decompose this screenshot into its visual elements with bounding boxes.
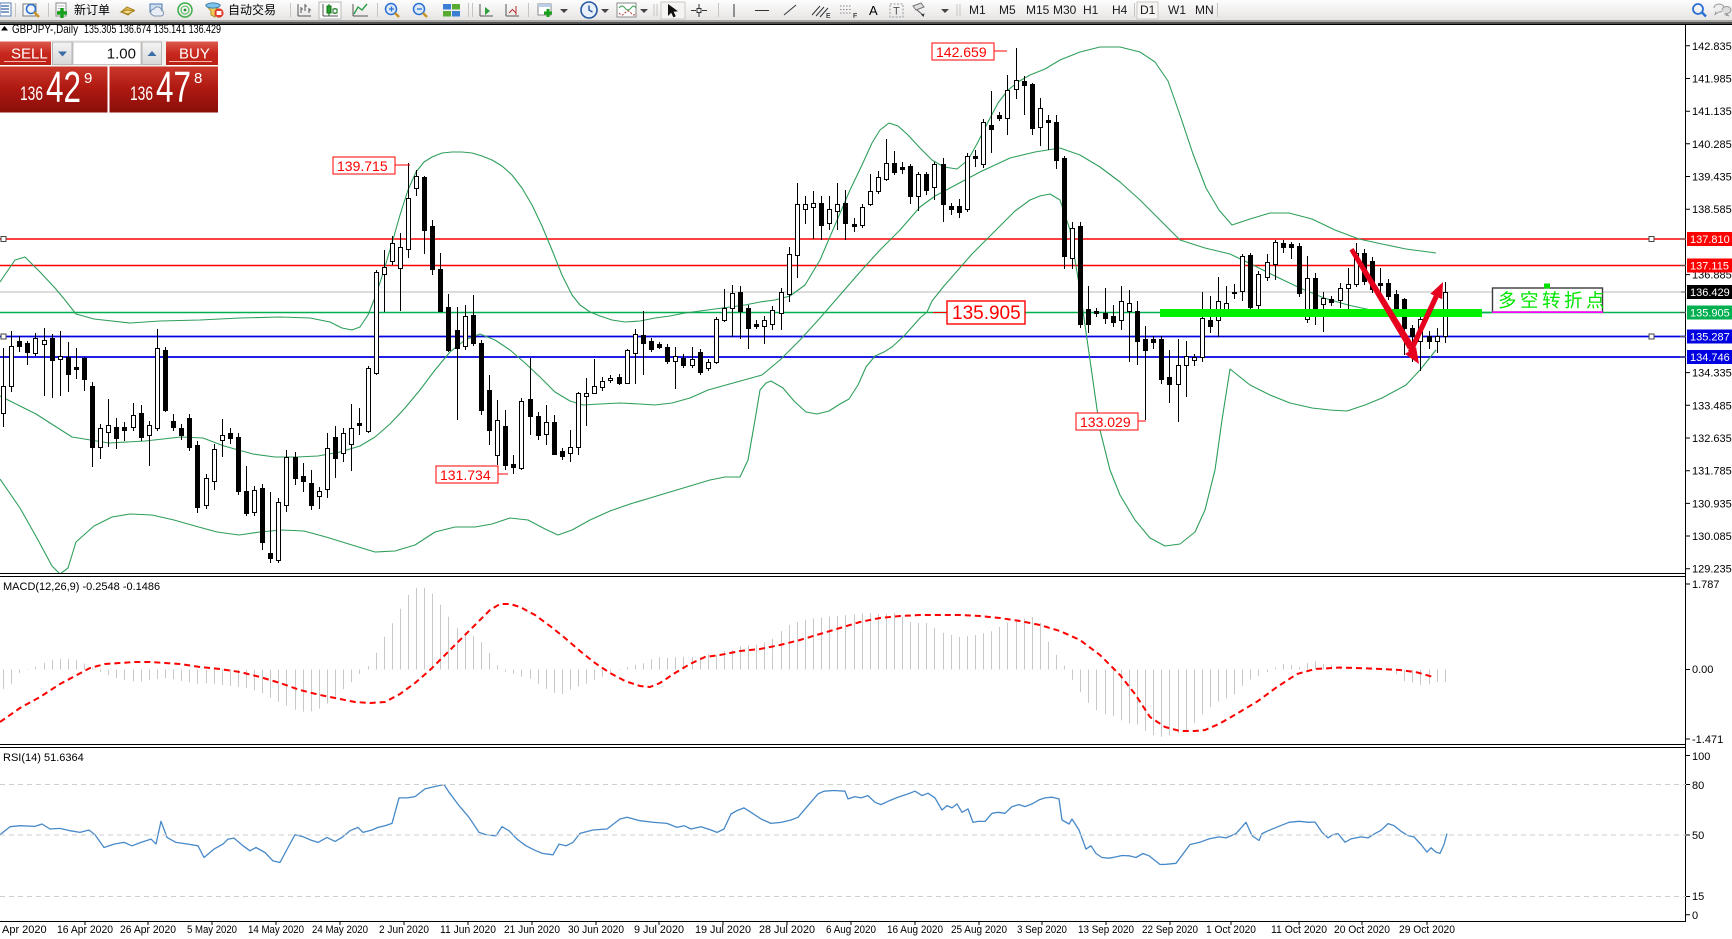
svg-text:135.905: 135.905 [1690, 308, 1730, 320]
svg-text:100: 100 [1692, 751, 1710, 763]
svg-text:80: 80 [1692, 780, 1704, 792]
svg-text:T: T [893, 6, 900, 18]
svg-text:0: 0 [1692, 910, 1698, 922]
svg-text:1 Oct 2020: 1 Oct 2020 [1206, 924, 1256, 936]
svg-text:11 Oct 2020: 11 Oct 2020 [1271, 924, 1327, 936]
svg-text:42: 42 [46, 63, 81, 112]
svg-text:22 Sep 2020: 22 Sep 2020 [1142, 924, 1198, 936]
svg-text:BUY: BUY [179, 46, 210, 63]
svg-text:GBPJPY-,Daily: GBPJPY-,Daily [12, 22, 78, 36]
svg-text:138.585: 138.585 [1692, 204, 1732, 216]
svg-text:RSI(14) 51.6364: RSI(14) 51.6364 [3, 752, 84, 764]
svg-text:21 Jun 2020: 21 Jun 2020 [504, 924, 560, 936]
svg-text:Apr 2020: Apr 2020 [2, 924, 47, 936]
svg-text:MN: MN [1195, 3, 1214, 17]
svg-text:142.659: 142.659 [936, 44, 987, 60]
svg-text:139.435: 139.435 [1692, 172, 1732, 184]
svg-text:136: 136 [20, 84, 43, 105]
svg-text:141.135: 141.135 [1692, 106, 1732, 118]
svg-text:135.305 136.674 135.141 136.42: 135.305 136.674 135.141 136.429 [84, 22, 221, 36]
svg-text:16 Aug 2020: 16 Aug 2020 [887, 924, 943, 936]
svg-text:134.335: 134.335 [1692, 368, 1732, 380]
svg-text:26 Apr 2020: 26 Apr 2020 [120, 924, 176, 936]
svg-text:130.935: 130.935 [1692, 498, 1732, 510]
svg-text:131.734: 131.734 [440, 467, 491, 483]
svg-text:MACD(12,26,9) -0.2548 -0.1486: MACD(12,26,9) -0.2548 -0.1486 [3, 581, 160, 593]
svg-text:137.810: 137.810 [1690, 234, 1730, 246]
svg-text:142.835: 142.835 [1692, 41, 1732, 53]
svg-text:28 Jul 2020: 28 Jul 2020 [759, 924, 815, 936]
svg-text:-1.471: -1.471 [1692, 734, 1723, 746]
svg-text:新订单: 新订单 [74, 2, 110, 17]
svg-text:多空转折点: 多空转折点 [1498, 290, 1608, 311]
svg-text:133.029: 133.029 [1080, 414, 1131, 430]
svg-text:9: 9 [84, 70, 92, 87]
svg-text:16 Apr 2020: 16 Apr 2020 [57, 924, 113, 936]
svg-text:F: F [853, 13, 857, 20]
svg-text:11 Jun 2020: 11 Jun 2020 [440, 924, 496, 936]
svg-text:130.085: 130.085 [1692, 531, 1732, 543]
svg-text:M15: M15 [1026, 3, 1050, 17]
svg-text:SELL: SELL [11, 46, 48, 63]
svg-text:135.287: 135.287 [1690, 332, 1730, 344]
svg-text:H4: H4 [1112, 3, 1128, 17]
svg-text:20 Oct 2020: 20 Oct 2020 [1334, 924, 1390, 936]
svg-text:0.00: 0.00 [1692, 664, 1713, 676]
svg-text:129.235: 129.235 [1692, 564, 1732, 576]
svg-text:D1: D1 [1140, 3, 1156, 17]
svg-text:6 Aug 2020: 6 Aug 2020 [826, 924, 876, 936]
svg-text:133.485: 133.485 [1692, 400, 1732, 412]
svg-text:1.787: 1.787 [1692, 579, 1720, 591]
svg-text:E: E [826, 13, 831, 20]
svg-text:2 Jun 2020: 2 Jun 2020 [379, 924, 429, 936]
svg-text:M1: M1 [969, 3, 986, 17]
svg-text:136.885: 136.885 [1692, 270, 1732, 282]
svg-text:24 May 2020: 24 May 2020 [312, 924, 368, 936]
svg-text:15: 15 [1692, 891, 1704, 903]
svg-text:W1: W1 [1168, 3, 1186, 17]
svg-text:M5: M5 [999, 3, 1016, 17]
svg-text:3 Sep 2020: 3 Sep 2020 [1017, 924, 1067, 936]
svg-text:29 Oct 2020: 29 Oct 2020 [1399, 924, 1455, 936]
svg-text:132.635: 132.635 [1692, 433, 1732, 445]
svg-text:A: A [869, 3, 878, 18]
svg-text:13 Sep 2020: 13 Sep 2020 [1078, 924, 1134, 936]
svg-text:自动交易: 自动交易 [228, 2, 276, 17]
svg-text:131.785: 131.785 [1692, 466, 1732, 478]
svg-text:25 Aug 2020: 25 Aug 2020 [951, 924, 1007, 936]
svg-text:14 May 2020: 14 May 2020 [248, 924, 304, 936]
svg-text:140.285: 140.285 [1692, 139, 1732, 151]
svg-text:30 Jun 2020: 30 Jun 2020 [568, 924, 624, 936]
svg-text:1.00: 1.00 [107, 46, 136, 63]
svg-text:9 Jul 2020: 9 Jul 2020 [634, 924, 684, 936]
svg-text:136.429: 136.429 [1690, 287, 1730, 299]
svg-text:8: 8 [194, 70, 202, 87]
svg-text:135.905: 135.905 [952, 303, 1021, 324]
svg-text:19 Jul 2020: 19 Jul 2020 [695, 924, 751, 936]
svg-text:136: 136 [130, 84, 153, 105]
svg-text:134.746: 134.746 [1690, 352, 1730, 364]
svg-text:M30: M30 [1053, 3, 1077, 17]
svg-text:141.985: 141.985 [1692, 74, 1732, 86]
svg-text:47: 47 [156, 63, 191, 112]
svg-text:137.115: 137.115 [1690, 261, 1729, 273]
svg-text:139.715: 139.715 [337, 158, 388, 174]
svg-text:50: 50 [1692, 830, 1704, 842]
svg-text:5 May 2020: 5 May 2020 [187, 924, 237, 936]
svg-text:H1: H1 [1083, 3, 1099, 17]
